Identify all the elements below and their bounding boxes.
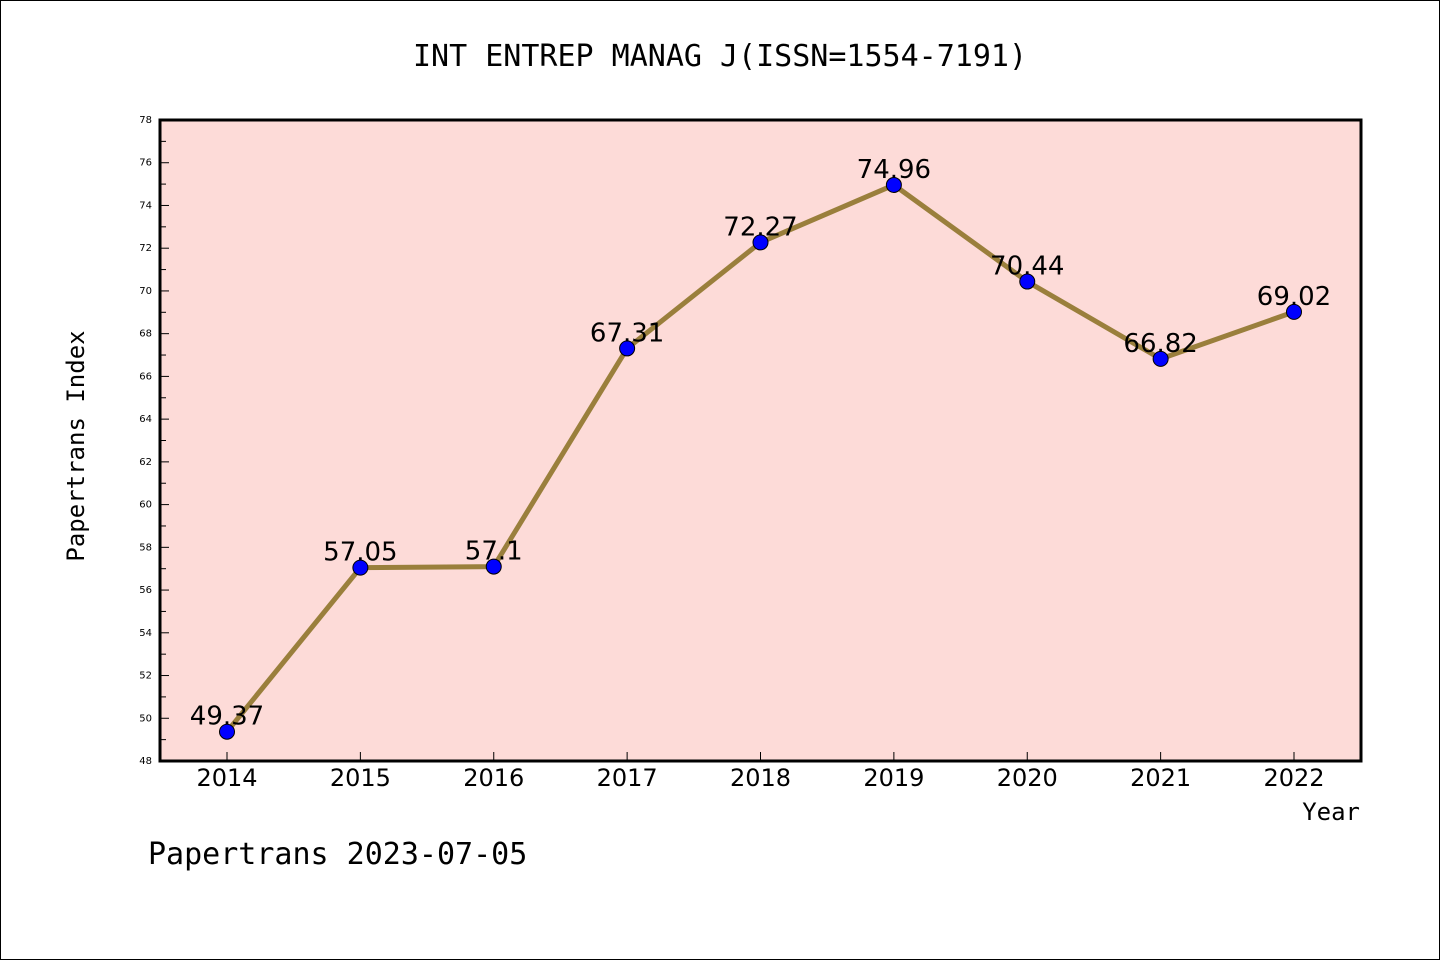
y-tick-label: 50	[139, 713, 152, 724]
x-tick-label: 2015	[330, 764, 391, 792]
data-labels: 49.37 57.05 57.1 67.31 72.27 74.96 70.44 66.82 6…	[190, 155, 1331, 732]
y-tick-label: 54	[139, 628, 152, 639]
y-tick-label: 76	[139, 158, 152, 169]
y-tick-label: 72	[139, 243, 152, 254]
y-axis-ticks: 48 50 52 54 56 58 60 62 64 66 68 70 72 74 76 78	[139, 115, 169, 767]
y-tick-label: 56	[139, 585, 152, 596]
x-tick-label: 2022	[1263, 764, 1324, 792]
y-tick-label: 58	[139, 542, 152, 553]
x-tick-label: 2016	[463, 764, 524, 792]
chart-title: INT ENTREP MANAG J(ISSN=1554-7191)	[413, 39, 1027, 74]
series-layer	[219, 176, 1302, 740]
data-point	[1152, 350, 1169, 367]
data-point	[885, 176, 902, 193]
x-tick-label: 2021	[1130, 764, 1191, 792]
data-point	[485, 558, 502, 575]
y-tick-label: 78	[139, 115, 152, 126]
data-point	[352, 559, 369, 576]
x-tick-label: 2020	[997, 764, 1058, 792]
x-tick-label: 2017	[597, 764, 658, 792]
y-tick-label: 66	[139, 371, 152, 382]
x-tick-label: 2014	[196, 764, 257, 792]
data-label: 69.02	[1257, 282, 1331, 312]
data-label: 74.96	[857, 155, 931, 185]
y-tick-label: 68	[139, 329, 152, 340]
plot-area	[158, 118, 1363, 763]
data-point	[752, 234, 769, 251]
y-tick-label: 48	[139, 756, 152, 767]
data-point	[219, 723, 235, 740]
x-axis-ticks: 2014 2015 2016 2017 2018 2019 2020 2021 2022	[196, 752, 1325, 792]
x-axis-label: Year	[1302, 798, 1360, 826]
data-label: 57.1	[465, 537, 523, 567]
data-point	[1286, 303, 1302, 320]
y-tick-label: 70	[139, 286, 152, 297]
y-tick-label: 64	[139, 414, 152, 425]
footer-date: Papertrans 2023-07-05	[148, 837, 527, 872]
x-tick-label: 2018	[730, 764, 791, 792]
data-point	[619, 340, 636, 357]
x-tick-label: 2019	[863, 764, 924, 792]
y-tick-label: 62	[139, 457, 152, 468]
y-tick-label: 60	[139, 500, 152, 511]
data-label: 72.27	[723, 212, 797, 242]
data-label: 57.05	[323, 538, 397, 568]
data-label: 70.44	[990, 252, 1064, 282]
y-tick-label: 74	[139, 200, 152, 211]
data-point	[1019, 273, 1036, 290]
data-label: 67.31	[590, 318, 664, 348]
y-axis-label: Papertrans Index	[62, 330, 90, 561]
data-label: 49.37	[190, 702, 264, 732]
data-label: 66.82	[1123, 329, 1197, 359]
y-tick-label: 52	[139, 671, 152, 682]
